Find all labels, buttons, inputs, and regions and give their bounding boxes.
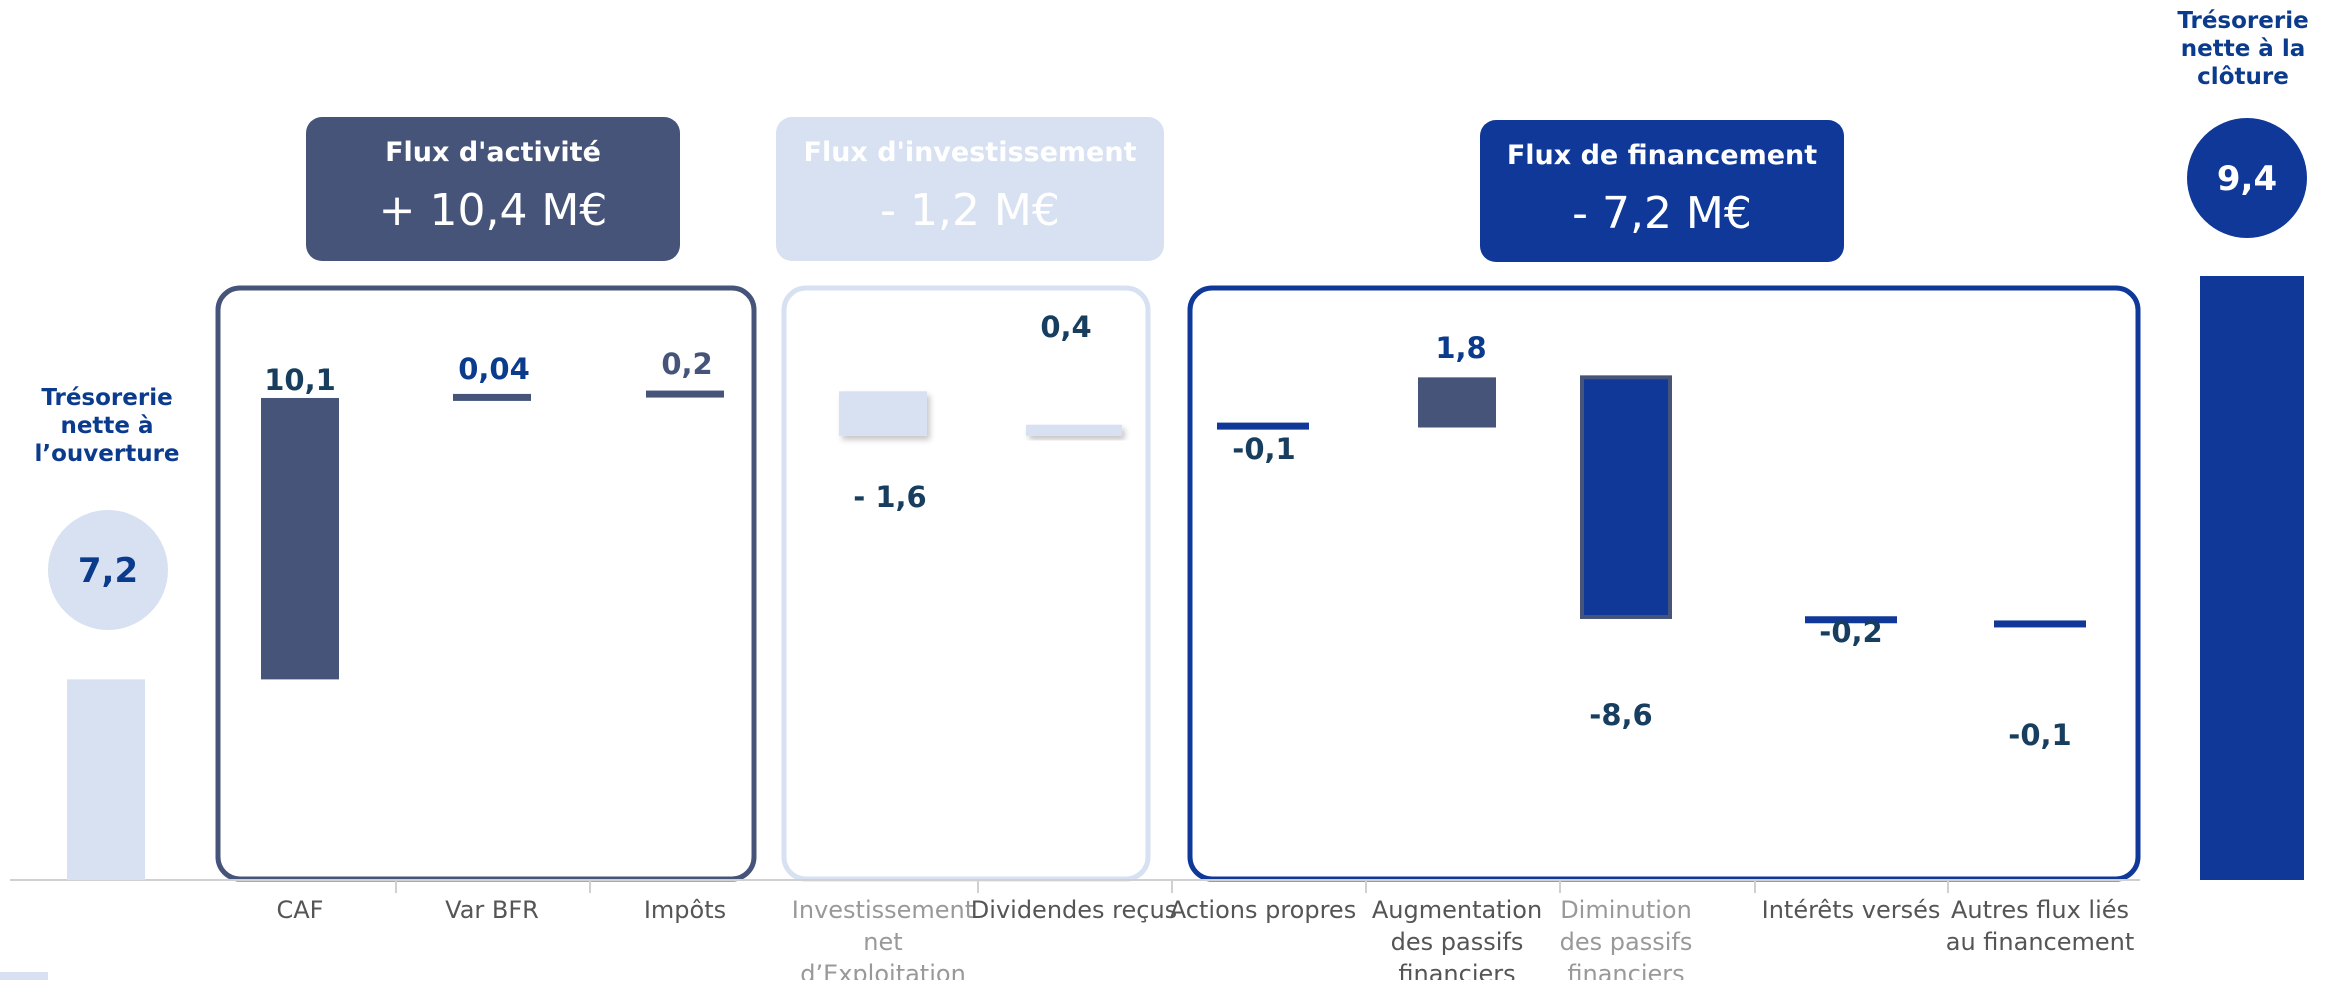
opening-label-line-3: l’ouverture xyxy=(34,441,179,467)
data-label-8: -8,6 xyxy=(1589,698,1652,732)
category-label-4-line-3: d’Exploitation xyxy=(800,960,966,980)
bar-10 xyxy=(1994,620,2086,628)
category-label-2-line-1: Var BFR xyxy=(445,896,539,924)
data-label-7: 1,8 xyxy=(1435,331,1486,365)
group-title-3: Flux de financement xyxy=(1507,140,1817,171)
category-label-10-line-2: au financement xyxy=(1946,928,2135,956)
closing-value: 9,4 xyxy=(2217,159,2277,199)
group-headers: Flux d'activité + 10,4 M€ Flux d'investiss… xyxy=(306,117,1844,262)
opening-label-line-2: nette à xyxy=(60,413,153,439)
category-label-6-line-1: Actions propres xyxy=(1170,896,1356,924)
bar-8 xyxy=(1580,375,1672,619)
bars xyxy=(261,375,2086,680)
category-label-5-line-1: Dividendes reçus xyxy=(971,896,1177,924)
bar-7 xyxy=(1418,377,1496,428)
corner-mark xyxy=(0,972,48,980)
category-label-7-line-2: des passifs xyxy=(1391,928,1524,956)
category-label-7-line-3: financiers xyxy=(1398,960,1515,980)
bar-1 xyxy=(261,397,339,680)
data-label-5: 0,4 xyxy=(1040,310,1091,344)
category-label-4-line-1: Investissement xyxy=(792,896,974,924)
opening-value: 7,2 xyxy=(78,551,138,591)
group-amount-2: - 1,2 M€ xyxy=(880,185,1060,236)
category-label-7-line-1: Augmentation xyxy=(1372,896,1542,924)
category-label-1-line-1: CAF xyxy=(277,896,324,924)
group-header-3 xyxy=(1480,120,1844,262)
bar-9 xyxy=(1805,616,1897,624)
data-label-2: 0,04 xyxy=(458,352,530,386)
group-frame-2 xyxy=(781,285,1151,882)
bar-2 xyxy=(453,393,531,401)
group-header-1 xyxy=(306,117,680,261)
closing-bar xyxy=(2200,276,2304,880)
closing-label-line-3: clôture xyxy=(2197,64,2289,90)
data-label-1: 10,1 xyxy=(264,363,336,397)
group-amount-3: - 7,2 M€ xyxy=(1572,188,1752,239)
bar-4 xyxy=(839,391,927,436)
closing-label-line-1: Trésorerie xyxy=(2177,8,2308,34)
data-label-10: -0,1 xyxy=(2008,718,2071,752)
group-header-2 xyxy=(776,117,1164,261)
category-label-8-line-2: des passifs xyxy=(1560,928,1693,956)
data-label-4: - 1,6 xyxy=(853,480,927,514)
opening-label-line-1: Trésorerie xyxy=(41,385,172,411)
group-title-2: Flux d'investissement xyxy=(804,137,1137,168)
category-label-8-line-3: financiers xyxy=(1567,960,1684,980)
bar-3 xyxy=(646,390,724,398)
bar-6 xyxy=(1217,422,1309,430)
data-label-9: -0,2 xyxy=(1819,615,1882,649)
closing-value-circle xyxy=(2187,118,2307,238)
group-title-1: Flux d'activité xyxy=(385,137,601,168)
category-label-4-line-2: net xyxy=(863,928,902,956)
closing-label-line-2: nette à la xyxy=(2181,36,2306,62)
opening-bar xyxy=(67,679,145,880)
data-label-6: -0,1 xyxy=(1232,432,1295,466)
category-label-9-line-1: Intérêts versés xyxy=(1762,896,1941,924)
x-axis xyxy=(10,879,2140,893)
data-label-3: 0,2 xyxy=(661,347,712,381)
category-label-8-line-1: Diminution xyxy=(1560,896,1692,924)
group-amount-1: + 10,4 M€ xyxy=(379,185,608,236)
category-labels: CAF Var BFR Impôts Investissement net d’Explo… xyxy=(277,896,2135,984)
opening-value-circle xyxy=(48,510,168,630)
data-labels: 10,1 0,04 0,2 - 1,6 0,4 -0,1 1,8 -8,6 -0,2 -0,1 xyxy=(264,310,2071,752)
category-label-10-line-1: Autres flux liés xyxy=(1951,896,2129,924)
bar-5 xyxy=(1026,424,1122,436)
category-label-3-line-1: Impôts xyxy=(644,896,726,924)
